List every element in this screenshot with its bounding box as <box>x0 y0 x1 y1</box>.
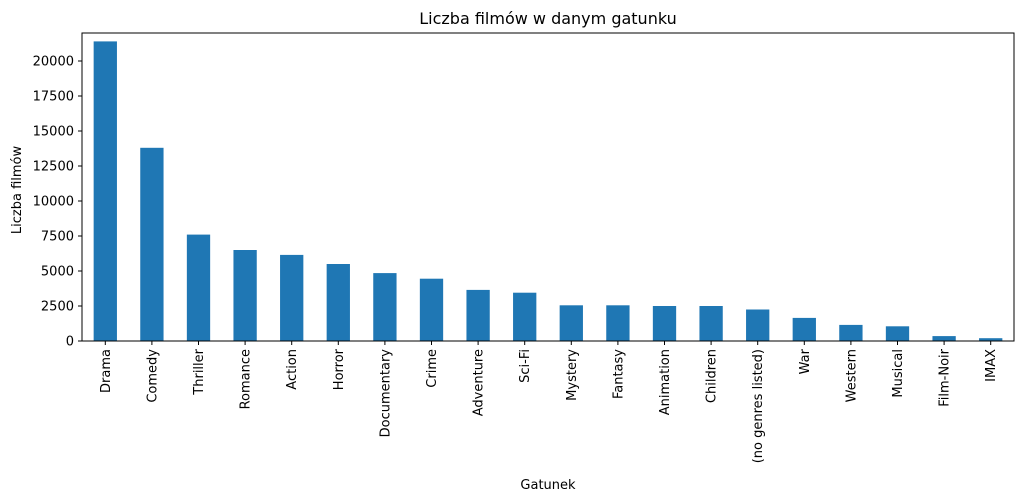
y-tick-label: 2500 <box>41 300 74 315</box>
bar-sci-fi <box>513 292 537 341</box>
bar-documentary <box>373 273 397 341</box>
y-tick-label: 17500 <box>33 90 74 105</box>
x-tick-label: Thriller <box>192 348 207 395</box>
y-tick-label: 12500 <box>33 160 74 175</box>
x-tick-label: Comedy <box>145 349 160 403</box>
y-tick-label: 15000 <box>33 125 74 140</box>
x-tick-label: Musical <box>891 349 906 398</box>
x-tick-label: Children <box>705 349 720 403</box>
x-axis-title: Gatunek <box>520 478 576 493</box>
x-tick-label: Horror <box>332 348 347 390</box>
x-tick-label: Western <box>844 349 859 402</box>
bar-comedy <box>140 147 164 341</box>
bar-thriller <box>186 234 211 341</box>
bar-crime <box>419 278 444 341</box>
x-tick-label: Fantasy <box>611 349 626 399</box>
x-tick-label: Romance <box>239 349 254 409</box>
bar-action <box>280 254 304 341</box>
y-tick-label: 10000 <box>33 195 74 210</box>
x-tick-label: (no genres listed) <box>751 349 766 463</box>
x-tick-label: Documentary <box>378 349 393 438</box>
bar-horror <box>326 264 350 341</box>
x-tick-label: Crime <box>425 349 440 388</box>
x-tick-label: Drama <box>99 349 114 393</box>
bar-imax <box>979 338 1003 341</box>
y-tick-label: 5000 <box>41 265 74 280</box>
bar-war <box>792 317 816 341</box>
x-tick-label: Animation <box>658 349 673 415</box>
x-tick-label: Mystery <box>565 349 580 401</box>
y-tick-label: 0 <box>66 335 74 350</box>
x-tick-label: IMAX <box>984 349 999 382</box>
bar-romance <box>233 250 257 341</box>
y-tick-label: 20000 <box>33 55 74 70</box>
x-tick-label: War <box>798 348 813 374</box>
bar-fantasy <box>606 305 630 341</box>
bar-adventure <box>466 289 490 341</box>
y-axis-title: Liczba filmów <box>10 146 25 235</box>
x-tick-label: Adventure <box>472 349 487 416</box>
bar-film-noir <box>932 336 956 341</box>
bar-animation <box>652 306 677 341</box>
bar-children <box>699 306 723 341</box>
bar-drama <box>93 41 117 342</box>
y-tick-label: 7500 <box>41 230 74 245</box>
plot-area: 0 2500 5000 7500 10000 12500 15000 17500 20000 Dr… <box>33 32 1015 463</box>
axes-frame <box>81 32 1015 342</box>
chart-title: Liczba filmów w danym gatunku <box>419 9 677 28</box>
bar-no-genres-listed <box>746 309 770 341</box>
bar-western <box>839 324 863 341</box>
x-tick-label: Film-Noir <box>938 348 953 406</box>
x-tick-label: Sci-Fi <box>518 349 533 383</box>
bar-mystery <box>559 305 583 341</box>
bar-musical <box>885 326 910 341</box>
x-tick-label: Action <box>285 349 300 390</box>
